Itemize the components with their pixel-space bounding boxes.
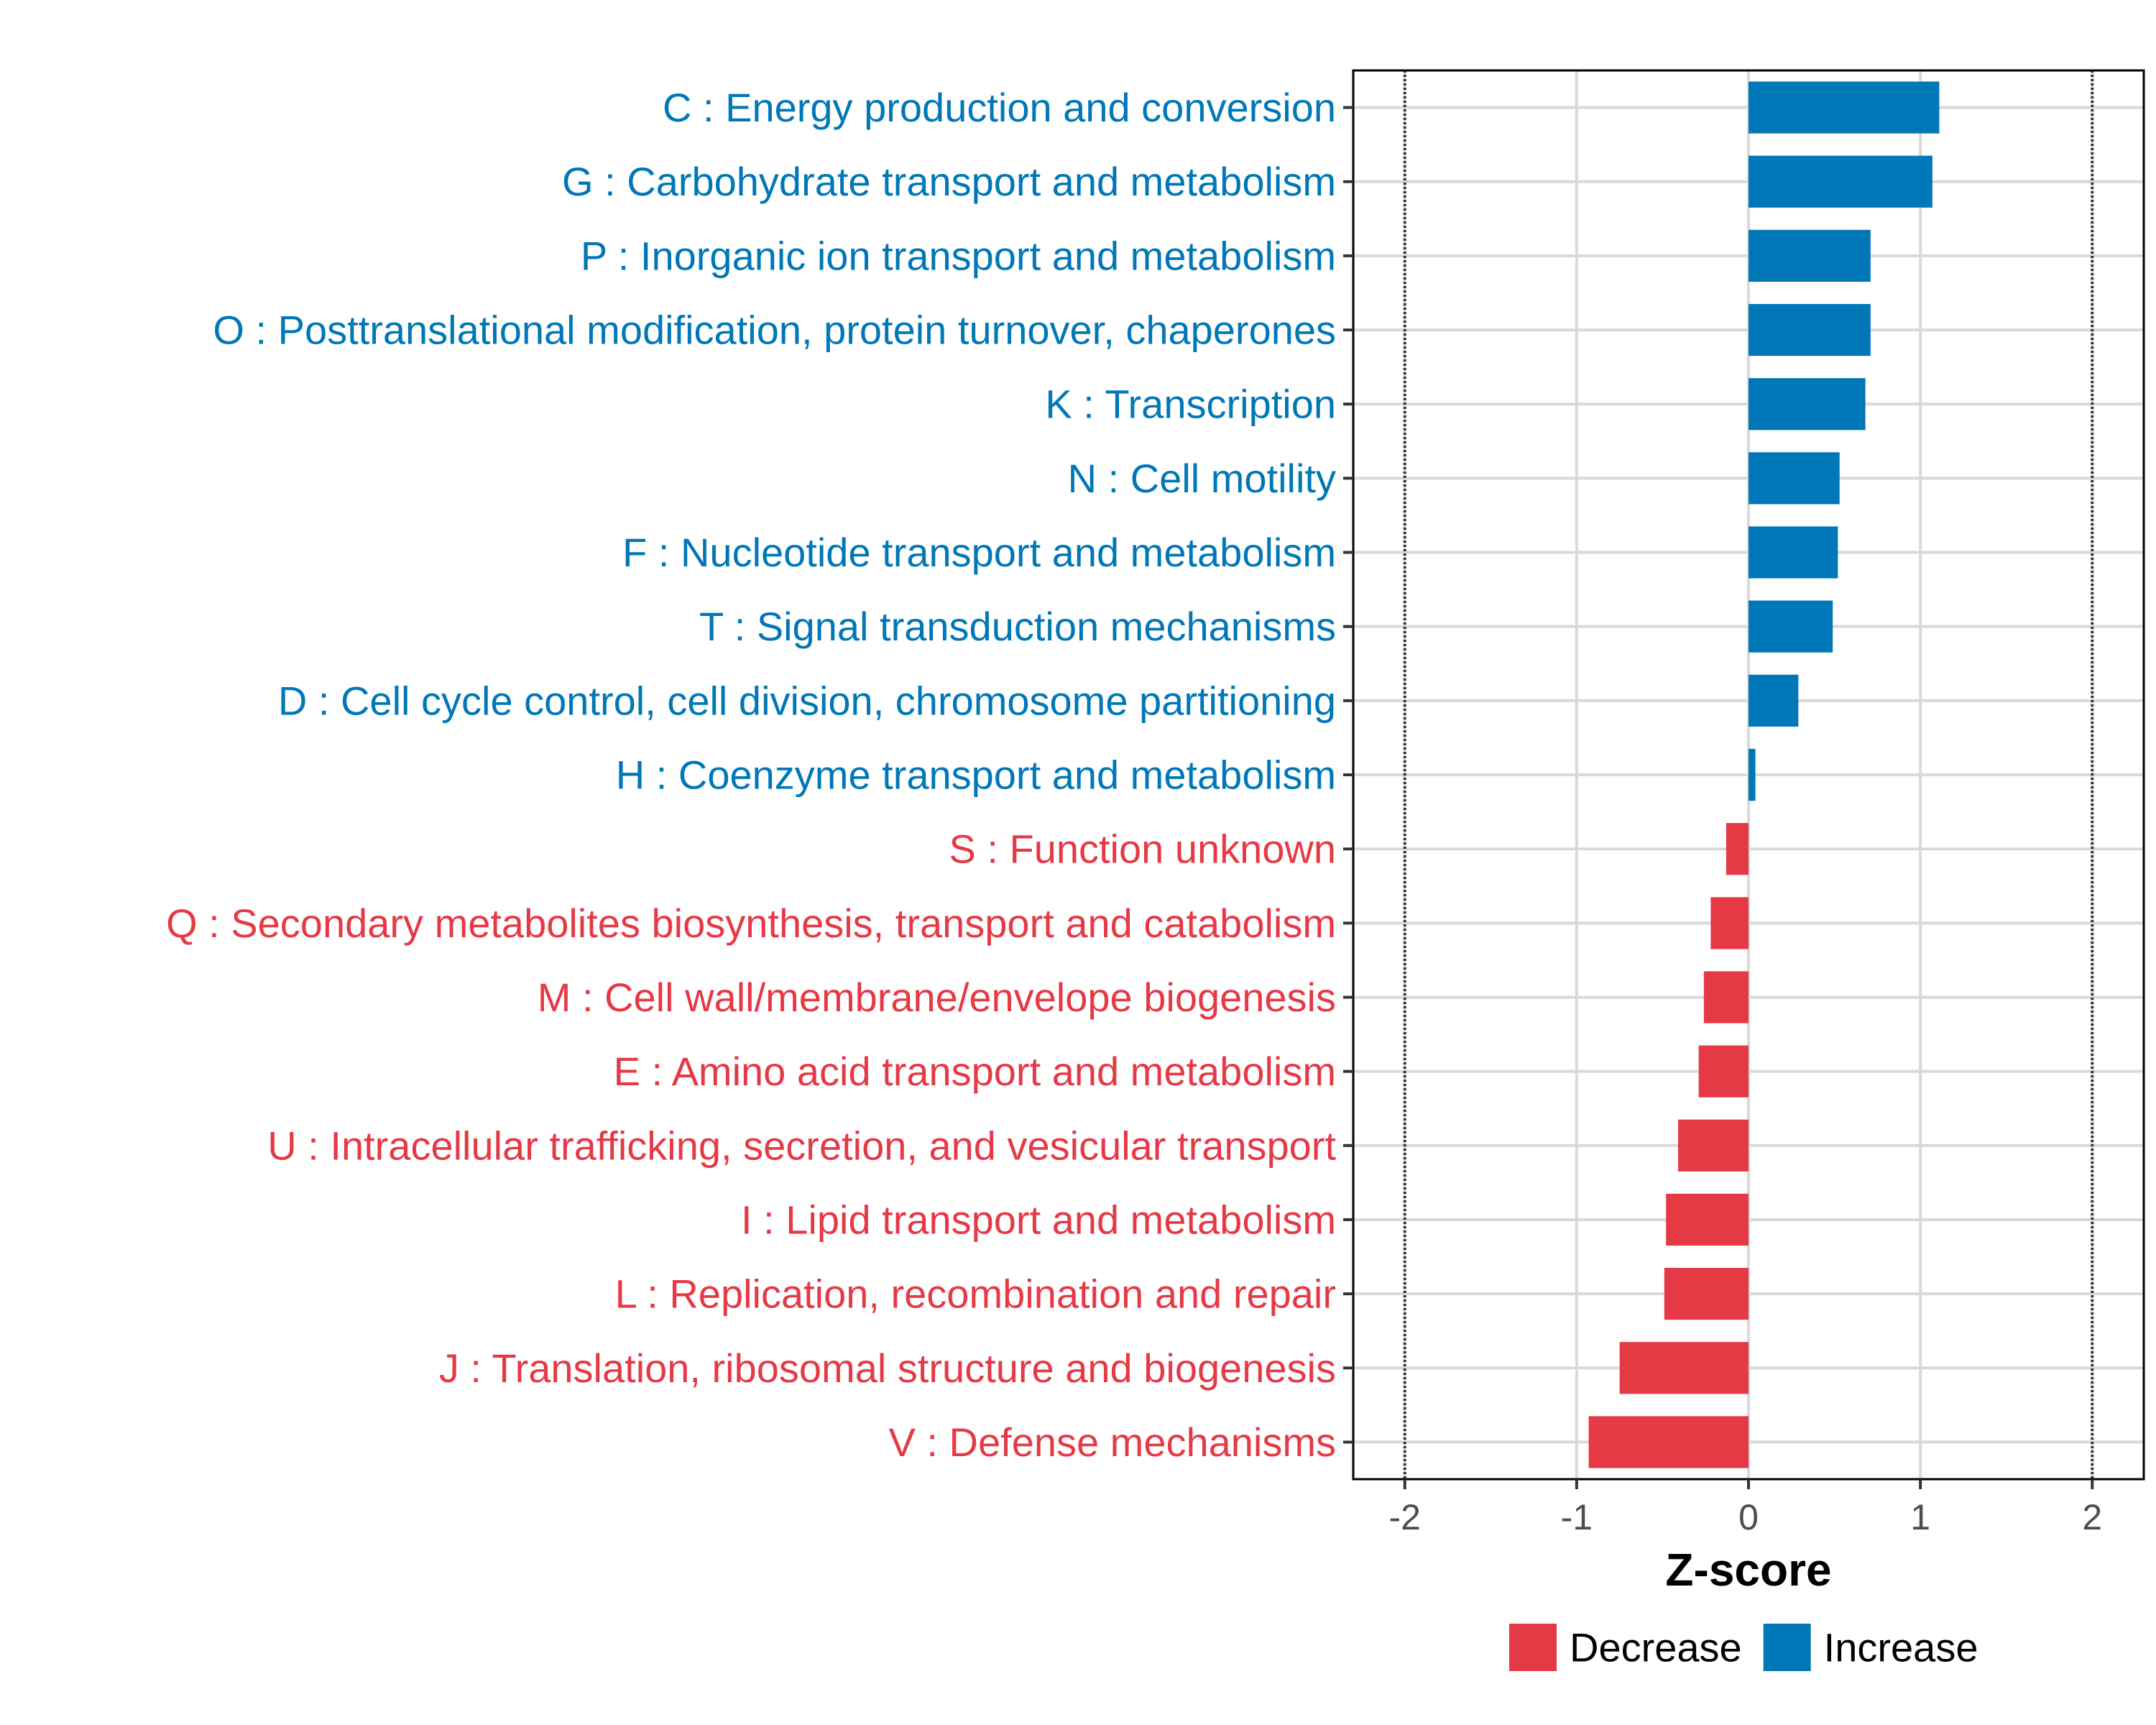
- legend-swatch-decrease: [1509, 1624, 1557, 1671]
- legend-label-decrease: Decrease: [1570, 1625, 1742, 1670]
- bar-q: [1710, 897, 1749, 949]
- bar-n: [1749, 452, 1840, 505]
- bar-e: [1698, 1045, 1749, 1098]
- bar-s: [1726, 823, 1749, 875]
- bar-v: [1588, 1416, 1749, 1468]
- category-label: H : Coenzyme transport and metabolism: [616, 753, 1336, 798]
- bar-c: [1749, 81, 1940, 134]
- bar-p: [1749, 229, 1871, 282]
- bars: [1588, 81, 1940, 1468]
- bar-t: [1749, 600, 1833, 653]
- bar-u: [1677, 1119, 1749, 1172]
- legend-swatch-increase: [1763, 1624, 1811, 1671]
- category-label: I : Lipid transport and metabolism: [741, 1197, 1336, 1242]
- reference-lines: [1403, 70, 2094, 1479]
- bar-l: [1664, 1268, 1749, 1320]
- category-label: P : Inorganic ion transport and metaboli…: [581, 233, 1336, 278]
- category-label: G : Carbohydrate transport and metabolis…: [562, 159, 1336, 204]
- bar-i: [1666, 1193, 1749, 1246]
- x-axis-title: Z-score: [1665, 1544, 1831, 1596]
- x-tick-label: 2: [2082, 1497, 2102, 1537]
- bar-h: [1749, 748, 1756, 801]
- bar-d: [1749, 674, 1799, 727]
- category-label: E : Amino acid transport and metabolism: [614, 1049, 1336, 1094]
- category-label: U : Intracellular trafficking, secretion…: [267, 1123, 1336, 1168]
- x-tick-label: -2: [1389, 1497, 1421, 1537]
- legend: Decrease Increase: [1509, 1624, 1978, 1671]
- category-label: V : Defense mechanisms: [889, 1420, 1336, 1465]
- category-label: C : Energy production and conversion: [663, 85, 1336, 130]
- category-label: M : Cell wall/membrane/envelope biogenes…: [538, 975, 1336, 1020]
- bar-m: [1703, 971, 1749, 1024]
- category-label: K : Transcription: [1045, 382, 1336, 427]
- category-label: J : Translation, ribosomal structure and…: [439, 1346, 1336, 1391]
- category-label: S : Function unknown: [949, 827, 1336, 872]
- x-tick-label: 1: [1910, 1497, 1930, 1537]
- x-tick-label: 0: [1738, 1497, 1759, 1537]
- bar-g: [1749, 155, 1932, 208]
- x-tick-label: -1: [1561, 1497, 1593, 1537]
- category-label: N : Cell motility: [1068, 456, 1336, 501]
- category-label: D : Cell cycle control, cell division, c…: [278, 678, 1336, 723]
- bar-o: [1749, 303, 1871, 356]
- bar-f: [1749, 526, 1838, 579]
- category-label: F : Nucleotide transport and metabolism: [622, 530, 1336, 575]
- category-labels: C : Energy production and conversion G : …: [166, 85, 1336, 1465]
- category-label: Q : Secondary metabolites biosynthesis, …: [166, 901, 1336, 946]
- legend-label-increase: Increase: [1824, 1625, 1978, 1670]
- category-label: L : Replication, recombination and repai…: [615, 1271, 1336, 1317]
- y-axis-ticks: [1343, 106, 1353, 1444]
- category-label: O : Posttranslational modification, prot…: [213, 308, 1336, 353]
- x-axis-ticks: -2 -1 0 1 2: [1389, 1479, 2102, 1537]
- bar-j: [1619, 1342, 1749, 1394]
- bar-k: [1749, 378, 1866, 431]
- category-label: T : Signal transduction mechanisms: [699, 604, 1336, 649]
